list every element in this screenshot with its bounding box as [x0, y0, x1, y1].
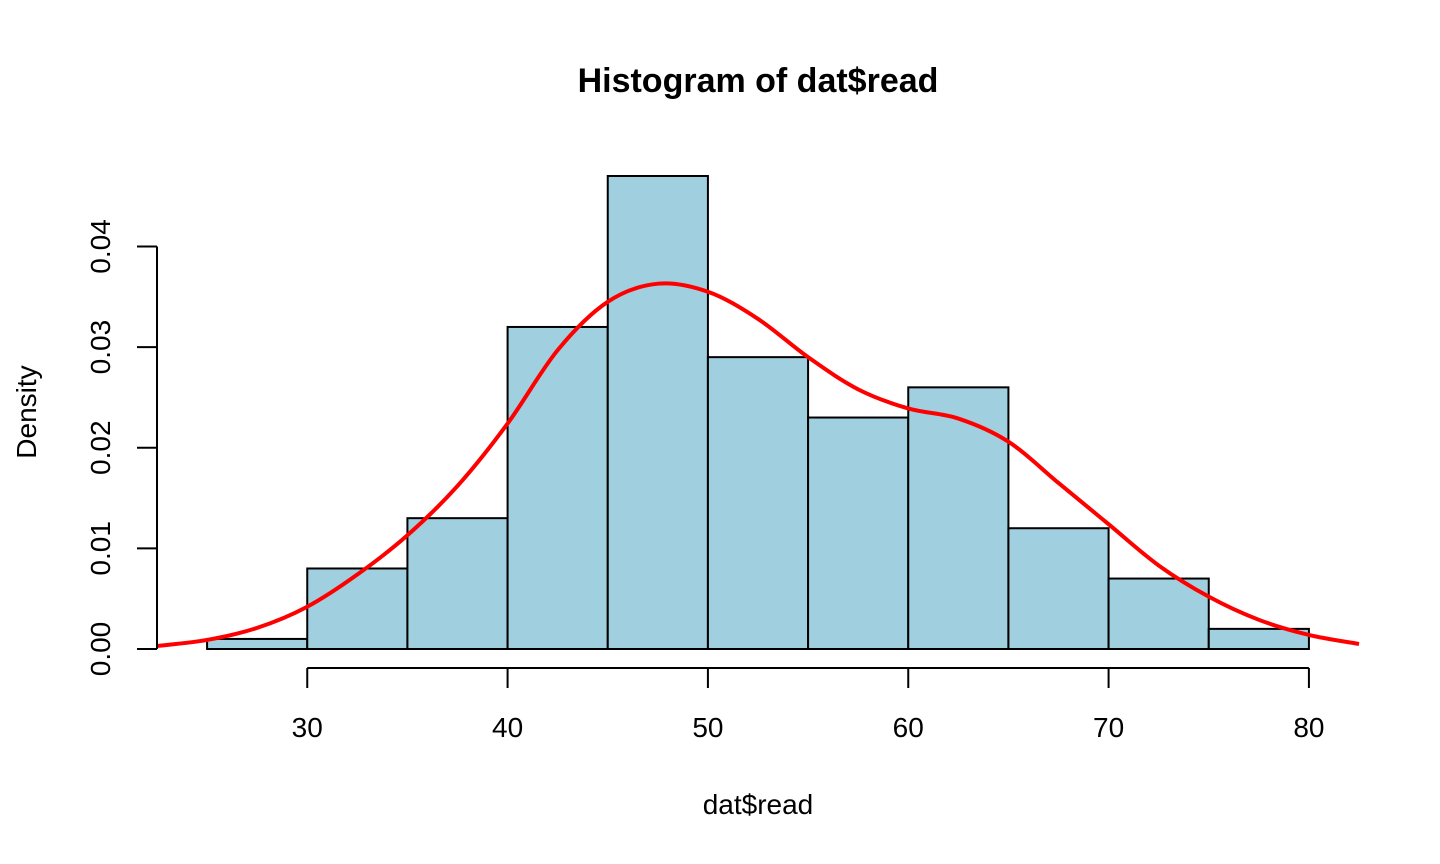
x-tick-label: 70	[1093, 712, 1124, 743]
histogram-bar-25-30	[206, 637, 309, 650]
density-curve	[156, 281, 1360, 648]
histogram-bar-65-70	[1007, 527, 1110, 651]
x-tick-label: 40	[492, 712, 523, 743]
x-tick-label: 80	[1293, 712, 1324, 743]
y-tick-label: 0.00	[85, 622, 116, 677]
histogram-bar-40-45	[506, 325, 609, 650]
histogram-bar-75-80	[1207, 627, 1310, 650]
histogram-bar-35-40	[406, 517, 509, 651]
x-tick-label: 50	[692, 712, 723, 743]
histogram-bar-60-65	[907, 386, 1010, 650]
x-axis: 30 40 50 60 70 80	[292, 667, 1324, 743]
chart-title: Histogram of dat$read	[578, 62, 939, 100]
histogram-bar-30-35	[306, 567, 409, 651]
x-tick-label: 30	[292, 712, 323, 743]
y-tick-label: 0.02	[85, 420, 116, 475]
histogram-bars	[206, 175, 1310, 651]
density-curve-layer	[156, 281, 1360, 648]
y-tick-label: 0.04	[85, 219, 116, 274]
histogram-bar-70-75	[1107, 577, 1210, 650]
y-tick-label: 0.03	[85, 320, 116, 375]
x-tick-label: 60	[893, 712, 924, 743]
y-tick-label: 0.01	[85, 521, 116, 576]
y-axis: 0.00 0.01 0.02 0.03 0.04	[85, 219, 158, 677]
histogram-bar-50-55	[706, 356, 810, 650]
histogram-bar-45-50	[606, 175, 709, 650]
y-axis-label: Density	[11, 365, 42, 458]
histogram-bar-55-60	[807, 416, 910, 650]
x-axis-label: dat$read	[703, 789, 814, 820]
